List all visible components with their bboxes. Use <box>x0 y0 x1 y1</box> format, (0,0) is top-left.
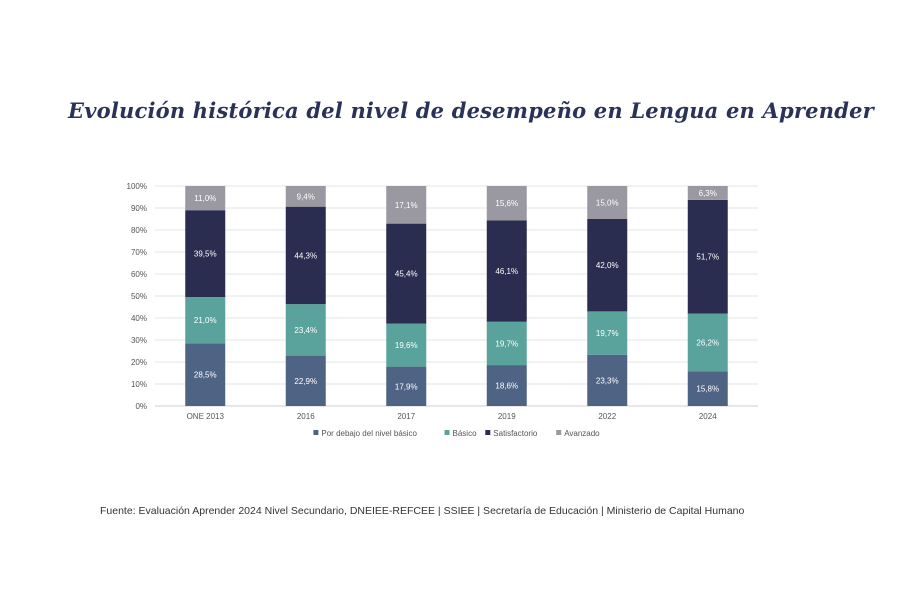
bar-segment <box>486 220 527 322</box>
x-tick-label: 2022 <box>598 412 616 421</box>
data-label: 22,9% <box>294 377 317 386</box>
data-label: 15,6% <box>495 199 518 208</box>
data-label: 23,3% <box>596 376 619 385</box>
bar-segment <box>185 297 226 344</box>
legend-label: Básico <box>453 429 478 438</box>
data-label: 9,4% <box>297 192 315 201</box>
x-tick-label: 2017 <box>397 412 415 421</box>
bar-segment <box>687 186 728 200</box>
data-label: 51,7% <box>696 253 719 262</box>
bar-segment <box>687 199 728 314</box>
legend-swatch <box>313 430 319 435</box>
data-label: 44,3% <box>294 251 317 260</box>
data-label: 26,2% <box>696 338 719 347</box>
y-tick-label: 100% <box>127 182 147 191</box>
y-tick-label: 80% <box>131 226 147 235</box>
y-tick-label: 10% <box>131 380 147 389</box>
x-tick-label: 2016 <box>297 412 315 421</box>
legend-label: Avanzado <box>564 429 600 438</box>
y-tick-label: 20% <box>131 358 147 367</box>
y-tick-label: 0% <box>135 402 147 411</box>
data-label: 39,5% <box>194 250 217 259</box>
data-label: 21,0% <box>194 316 217 325</box>
legend-label: Por debajo del nivel básico <box>321 429 417 438</box>
legend-swatch <box>556 430 562 435</box>
bar-segment <box>285 355 326 406</box>
bar-segment <box>687 371 728 406</box>
bar-segment <box>185 343 226 406</box>
x-tick-label: 2024 <box>699 412 717 421</box>
data-label: 11,0% <box>194 194 216 203</box>
data-label: 17,9% <box>395 382 418 391</box>
bar-segment <box>687 313 728 372</box>
data-label: 19,6% <box>395 341 418 350</box>
data-label: 15,0% <box>596 199 619 208</box>
bar-segment <box>386 223 427 324</box>
bar-segment <box>386 366 427 406</box>
data-label: 17,1% <box>395 201 418 210</box>
bar-segment <box>486 321 527 366</box>
bar-segment <box>285 304 326 356</box>
data-label: 18,6% <box>495 382 518 391</box>
bar-segment <box>185 186 226 211</box>
y-tick-label: 50% <box>131 292 147 301</box>
bar-segment <box>285 206 326 305</box>
y-tick-label: 90% <box>131 204 147 213</box>
bar-segment <box>386 186 427 224</box>
data-label: 19,7% <box>596 329 619 338</box>
data-label: 23,4% <box>294 326 317 335</box>
bar-segment <box>486 365 527 406</box>
data-label: 46,1% <box>495 267 518 276</box>
bar-segment <box>185 210 226 298</box>
bar-segment <box>587 354 628 406</box>
bar-segment <box>587 186 628 219</box>
data-label: 6,3% <box>699 189 717 198</box>
source-note: Fuente: Evaluación Aprender 2024 Nivel S… <box>100 505 745 517</box>
bar-segment <box>386 323 427 367</box>
data-label: 45,4% <box>395 270 418 279</box>
legend-label: Satisfactorio <box>493 429 538 438</box>
data-label: 15,8% <box>696 385 719 394</box>
y-tick-label: 70% <box>131 248 147 257</box>
page-title: Evolución histórica del nivel de desempe… <box>68 98 874 123</box>
data-label: 19,7% <box>495 339 518 348</box>
bar-segment <box>285 186 326 207</box>
bar-segment <box>587 311 628 355</box>
data-label: 28,5% <box>194 371 217 380</box>
legend-swatch <box>444 430 450 435</box>
x-tick-label: ONE 2013 <box>187 412 225 421</box>
y-tick-label: 30% <box>131 336 147 345</box>
bar-segment <box>486 186 527 221</box>
data-label: 42,0% <box>596 261 619 270</box>
bar-segment <box>587 219 628 312</box>
y-tick-label: 40% <box>131 314 147 323</box>
y-tick-label: 60% <box>131 270 147 279</box>
x-tick-label: 2019 <box>498 412 516 421</box>
legend-swatch <box>485 430 491 435</box>
